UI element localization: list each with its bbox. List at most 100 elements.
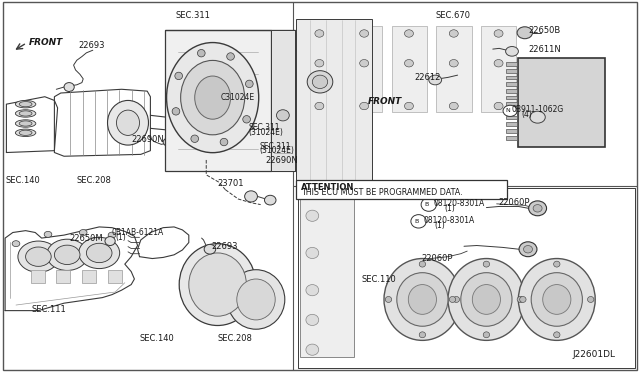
Text: SEC.311: SEC.311 <box>248 123 280 132</box>
Text: (1): (1) <box>445 204 456 213</box>
Ellipse shape <box>529 201 547 216</box>
Ellipse shape <box>449 296 456 302</box>
Ellipse shape <box>360 60 369 67</box>
Ellipse shape <box>494 102 503 110</box>
Text: N: N <box>506 108 510 113</box>
Ellipse shape <box>517 296 524 302</box>
Text: FRONT: FRONT <box>29 38 63 46</box>
Ellipse shape <box>19 102 32 107</box>
Ellipse shape <box>494 30 503 37</box>
Ellipse shape <box>519 242 537 257</box>
Text: ATTENTION: ATTENTION <box>301 183 354 192</box>
Ellipse shape <box>44 231 52 237</box>
Ellipse shape <box>12 241 20 247</box>
Ellipse shape <box>180 60 244 135</box>
Text: (4): (4) <box>522 110 532 119</box>
Ellipse shape <box>411 215 426 228</box>
Ellipse shape <box>276 110 289 121</box>
Ellipse shape <box>530 111 545 123</box>
Text: SEC.208: SEC.208 <box>218 334 252 343</box>
Ellipse shape <box>449 60 458 67</box>
Ellipse shape <box>227 270 285 329</box>
Text: SEC.311: SEC.311 <box>259 142 291 151</box>
Ellipse shape <box>86 243 112 263</box>
Ellipse shape <box>79 237 120 269</box>
Bar <box>506 102 517 106</box>
Ellipse shape <box>243 116 250 123</box>
FancyBboxPatch shape <box>296 180 507 199</box>
Bar <box>347 26 382 112</box>
Text: 23701: 23701 <box>218 179 244 188</box>
Ellipse shape <box>237 279 275 320</box>
Bar <box>481 26 516 112</box>
Text: THIS ECU MUST BE PROGRAMMED DATA.: THIS ECU MUST BE PROGRAMMED DATA. <box>301 187 463 196</box>
Text: SEC.110: SEC.110 <box>362 275 396 284</box>
Bar <box>165 30 271 171</box>
Text: SEC.140: SEC.140 <box>5 176 40 185</box>
Ellipse shape <box>315 30 324 37</box>
Text: (31024E): (31024E) <box>248 128 283 137</box>
Ellipse shape <box>588 296 594 302</box>
Bar <box>302 26 337 112</box>
Bar <box>506 129 517 133</box>
Ellipse shape <box>360 30 369 37</box>
Text: SEC.311: SEC.311 <box>176 11 211 20</box>
Bar <box>296 19 372 182</box>
Ellipse shape <box>108 232 116 238</box>
Bar <box>82 270 96 283</box>
Ellipse shape <box>105 237 115 246</box>
Text: 0B1AB-6121A: 0B1AB-6121A <box>112 228 164 237</box>
Text: SEC.140: SEC.140 <box>140 334 174 343</box>
Bar <box>436 26 472 112</box>
Bar <box>506 82 517 86</box>
Bar <box>392 26 427 112</box>
Ellipse shape <box>54 245 80 264</box>
Ellipse shape <box>554 332 560 338</box>
Ellipse shape <box>19 111 32 116</box>
Ellipse shape <box>15 129 36 137</box>
Text: 22690N: 22690N <box>131 135 164 144</box>
Text: SEC.670: SEC.670 <box>435 11 470 20</box>
Ellipse shape <box>461 273 512 326</box>
Text: 22060P: 22060P <box>498 198 529 207</box>
Ellipse shape <box>503 105 517 116</box>
Ellipse shape <box>533 205 542 212</box>
Ellipse shape <box>404 60 413 67</box>
Bar <box>506 76 517 79</box>
Ellipse shape <box>517 27 532 39</box>
Ellipse shape <box>191 135 198 142</box>
Ellipse shape <box>79 230 87 235</box>
Ellipse shape <box>175 72 182 80</box>
Text: SEC.111: SEC.111 <box>32 305 67 314</box>
Ellipse shape <box>404 30 413 37</box>
Ellipse shape <box>244 191 257 202</box>
Ellipse shape <box>108 100 148 145</box>
Ellipse shape <box>166 42 259 153</box>
Ellipse shape <box>264 195 276 205</box>
Ellipse shape <box>494 60 503 67</box>
Text: SEC.208: SEC.208 <box>77 176 111 185</box>
Ellipse shape <box>163 138 176 147</box>
Bar <box>108 270 122 283</box>
Ellipse shape <box>312 75 328 89</box>
Ellipse shape <box>15 120 36 127</box>
Ellipse shape <box>472 285 500 314</box>
Ellipse shape <box>404 102 413 110</box>
Ellipse shape <box>531 273 582 326</box>
Ellipse shape <box>315 60 324 67</box>
Ellipse shape <box>408 285 436 314</box>
Text: (1): (1) <box>115 233 126 242</box>
Ellipse shape <box>306 247 319 259</box>
Ellipse shape <box>306 210 319 221</box>
Ellipse shape <box>384 259 461 340</box>
Ellipse shape <box>306 314 319 326</box>
Ellipse shape <box>227 53 234 60</box>
Text: (1): (1) <box>434 221 445 230</box>
Bar <box>506 89 517 93</box>
Text: 22650M: 22650M <box>69 234 103 243</box>
Ellipse shape <box>246 80 253 87</box>
Ellipse shape <box>15 110 36 117</box>
Text: J22601DL: J22601DL <box>573 350 616 359</box>
Bar <box>506 116 517 119</box>
Ellipse shape <box>449 102 458 110</box>
